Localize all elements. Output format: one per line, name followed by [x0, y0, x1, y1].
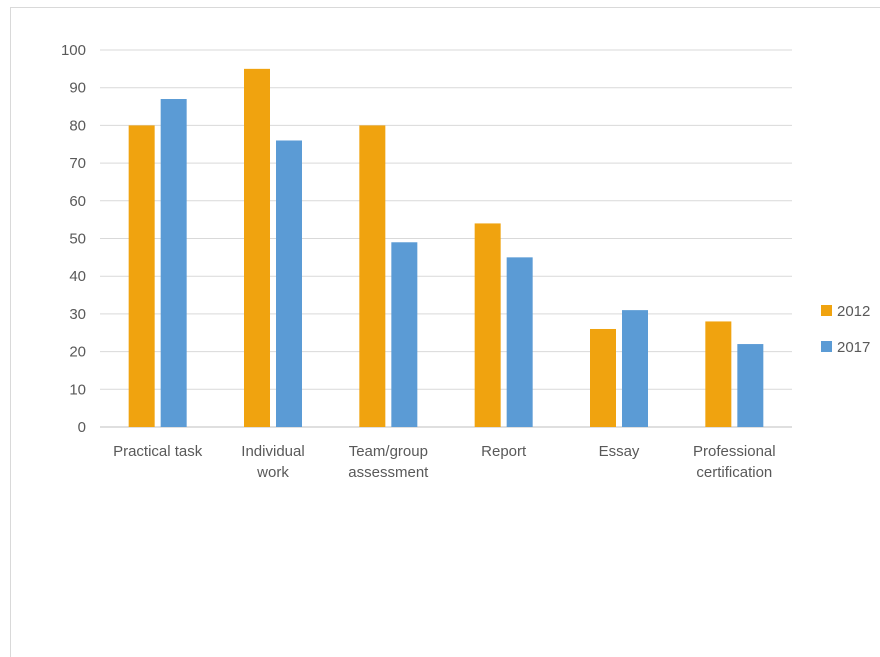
chart-frame — [10, 7, 880, 657]
y-tick-label: 50 — [69, 231, 86, 248]
legend: 2012 2017 — [821, 303, 870, 356]
y-tick-label: 20 — [69, 344, 86, 361]
y-tick-label: 100 — [61, 42, 86, 59]
bar-2012 — [128, 125, 155, 428]
bar-2012 — [359, 125, 386, 428]
x-category-label: Essay — [599, 443, 640, 460]
bar-2012 — [705, 321, 732, 427]
x-category-label: Team/group assessment — [348, 443, 429, 481]
y-tick-label: 70 — [69, 155, 86, 172]
legend-label-2012: 2012 — [837, 303, 870, 320]
x-category-label: Individual work — [241, 443, 304, 481]
y-tick-label: 40 — [69, 268, 86, 285]
bar-2017 — [276, 140, 302, 428]
y-axis-tick-labels: 0 10 20 30 40 50 60 70 80 90 100 — [61, 42, 86, 436]
bar-2012 — [244, 68, 270, 427]
y-tick-label: 30 — [69, 306, 86, 323]
legend-swatch-2012 — [821, 305, 832, 316]
y-tick-label: 80 — [69, 117, 86, 134]
bar-2017 — [506, 257, 533, 427]
x-axis-category-labels: Practical task Individual work Team/group as… — [113, 443, 776, 481]
y-tick-label: 90 — [69, 80, 86, 97]
x-category-label: Professional certification — [693, 443, 776, 481]
bars — [128, 68, 764, 428]
bar-2017 — [737, 344, 764, 427]
gridlines — [100, 49, 792, 428]
x-category-label: Report — [481, 443, 527, 460]
x-category-label: Practical task — [113, 443, 203, 460]
bar-2012 — [590, 328, 616, 427]
bar-2017 — [391, 242, 418, 427]
legend-label-2017: 2017 — [837, 339, 870, 356]
bar-2017 — [622, 310, 648, 427]
bar-2017 — [160, 99, 187, 427]
legend-swatch-2017 — [821, 341, 832, 352]
bar-2012 — [474, 223, 501, 427]
y-tick-label: 10 — [69, 381, 86, 398]
y-tick-label: 60 — [69, 193, 86, 210]
y-tick-label: 0 — [78, 419, 86, 436]
